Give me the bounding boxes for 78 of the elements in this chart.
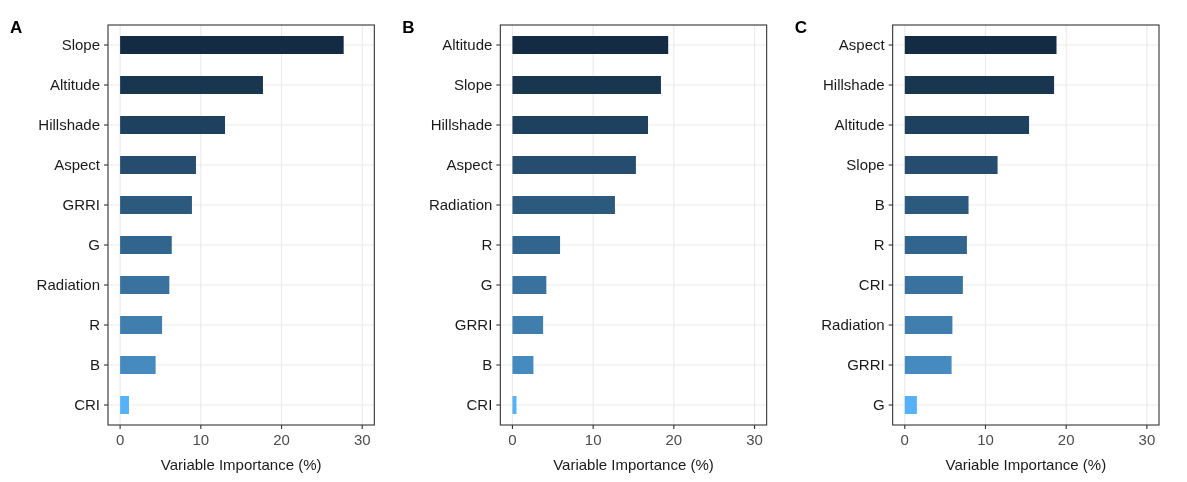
x-tick-label: 20 [273, 431, 290, 448]
x-axis-title: Variable Importance (%) [553, 456, 714, 473]
bar [904, 76, 1055, 94]
y-tick-label: B [874, 196, 885, 214]
chart-title: C [794, 18, 807, 37]
bar [904, 36, 1057, 54]
y-tick-label: Altitude [49, 76, 100, 94]
y-tick-label: G [480, 276, 493, 294]
bar [904, 236, 967, 254]
y-tick-label: Hillshade [38, 116, 100, 134]
x-tick-label: 0 [115, 431, 125, 448]
bar [904, 276, 963, 294]
bar [512, 356, 534, 374]
y-tick-label: CRI [858, 276, 885, 294]
bar [512, 396, 517, 414]
y-tick-label: Slope [846, 156, 885, 174]
x-tick-label: 10 [584, 431, 602, 448]
y-tick-label: Hillshade [822, 76, 885, 94]
bar [904, 396, 917, 414]
bar [120, 236, 172, 254]
y-tick-label: Slope [453, 76, 493, 94]
x-tick-label: 10 [192, 431, 210, 448]
bar [904, 196, 969, 214]
bar [512, 116, 649, 134]
y-tick-label: CRI [466, 396, 493, 414]
bar [120, 196, 192, 214]
x-tick-label: 20 [665, 431, 683, 448]
bar [904, 156, 998, 174]
bar [120, 316, 163, 334]
bar [120, 356, 156, 374]
bar [512, 76, 661, 94]
chart-title: A [10, 18, 23, 37]
x-axis-title: Variable Importance (%) [160, 456, 322, 473]
y-tick-label: GRRI [62, 196, 100, 214]
bar [120, 276, 170, 294]
y-tick-label: R [481, 236, 493, 254]
x-axis-title: Variable Importance (%) [945, 456, 1107, 473]
y-tick-label: B [89, 356, 100, 374]
bar [512, 156, 636, 174]
bar [904, 116, 1030, 134]
y-tick-label: G [872, 396, 885, 414]
x-tick-label: 10 [977, 431, 994, 448]
y-tick-label: Radiation [36, 276, 100, 294]
x-tick-label: 30 [1138, 431, 1156, 448]
y-tick-label: G [88, 236, 100, 254]
y-tick-label: GRRI [847, 356, 885, 374]
bar [120, 156, 196, 174]
bar [512, 36, 669, 54]
x-tick-label: 20 [1057, 431, 1075, 448]
bar [512, 316, 544, 334]
x-tick-label: 30 [353, 431, 371, 448]
y-tick-label: R [89, 316, 101, 334]
y-tick-label: Aspect [446, 156, 494, 174]
y-tick-label: Aspect [54, 156, 101, 174]
y-tick-label: B [482, 356, 493, 374]
y-tick-label: Hillshade [430, 116, 493, 134]
y-tick-label: Radiation [428, 196, 493, 214]
bar [120, 36, 344, 54]
bar [512, 236, 561, 254]
y-tick-label: Aspect [838, 36, 886, 54]
y-tick-label: Radiation [821, 316, 885, 334]
x-tick-label: 30 [746, 431, 763, 448]
y-tick-label: GRRI [454, 316, 493, 334]
bar [120, 116, 226, 134]
y-tick-label: Altitude [442, 36, 493, 54]
bar [512, 196, 615, 214]
x-tick-label: 0 [900, 431, 909, 448]
bar [904, 356, 952, 374]
bar [120, 76, 263, 94]
bar [120, 396, 129, 414]
y-tick-label: Slope [61, 36, 100, 54]
y-tick-label: CRI [74, 396, 100, 414]
y-tick-label: R [873, 236, 885, 254]
bar [904, 316, 953, 334]
chart-title: B [402, 18, 415, 37]
y-tick-label: Altitude [834, 116, 885, 134]
x-tick-label: 0 [508, 431, 517, 448]
bar [512, 276, 547, 294]
